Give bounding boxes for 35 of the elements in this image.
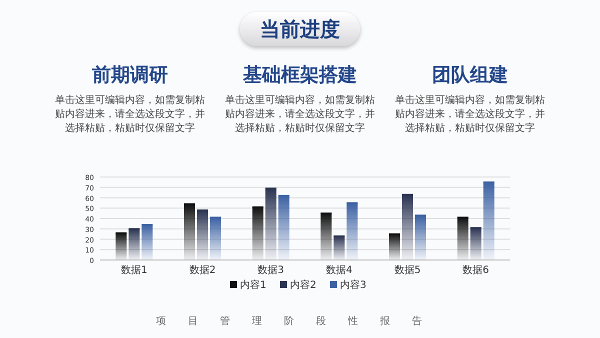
text: 单击这里可编辑内容，如需复制粘贴内容进来，请全选这段文字，并选择粘贴，粘贴时仅保留文字 bbox=[54, 94, 206, 136]
x-tick-label: 数据2 bbox=[189, 264, 216, 276]
x-tick-label: 数据3 bbox=[258, 264, 284, 276]
text: 基础框架搭建 bbox=[242, 63, 358, 88]
bar bbox=[210, 217, 221, 260]
bar bbox=[346, 202, 358, 260]
legend-label: 内容3 bbox=[340, 279, 366, 291]
bar bbox=[389, 234, 400, 260]
x-tick-label: 数据6 bbox=[462, 264, 490, 276]
text: 单击这里可编辑内容，如需复制粘贴内容进来，请全选这段文字，并选择粘贴，粘贴时仅保留文字 bbox=[394, 94, 546, 136]
bar bbox=[334, 236, 345, 260]
chart-title: 当前进度 bbox=[240, 12, 360, 46]
bar bbox=[252, 207, 264, 260]
text: 项目管理阶段性报告 bbox=[155, 314, 445, 328]
bar bbox=[142, 224, 153, 260]
x-tick-label: 数据5 bbox=[394, 264, 421, 276]
legend-label: 内容1 bbox=[240, 279, 266, 291]
bar bbox=[320, 213, 332, 260]
bar bbox=[457, 217, 468, 260]
x-tick-label: 数据1 bbox=[120, 264, 148, 276]
text: 前期调研 bbox=[91, 63, 169, 88]
bar bbox=[278, 196, 290, 260]
bar bbox=[197, 210, 208, 260]
bar bbox=[470, 228, 482, 260]
bar bbox=[184, 204, 195, 260]
bar bbox=[415, 215, 426, 260]
bar bbox=[483, 182, 494, 260]
bar bbox=[128, 228, 140, 260]
legend-label: 内容2 bbox=[290, 279, 316, 291]
text: 单击这里可编辑内容，如需复制粘贴内容进来，请全选这段文字，并选择粘贴，粘贴时仅保留文字 bbox=[224, 94, 376, 136]
x-tick-label: 数据4 bbox=[326, 264, 352, 276]
bar bbox=[265, 188, 276, 260]
bar bbox=[402, 194, 413, 260]
text: 团队组建 bbox=[431, 63, 509, 88]
bar bbox=[116, 233, 127, 260]
